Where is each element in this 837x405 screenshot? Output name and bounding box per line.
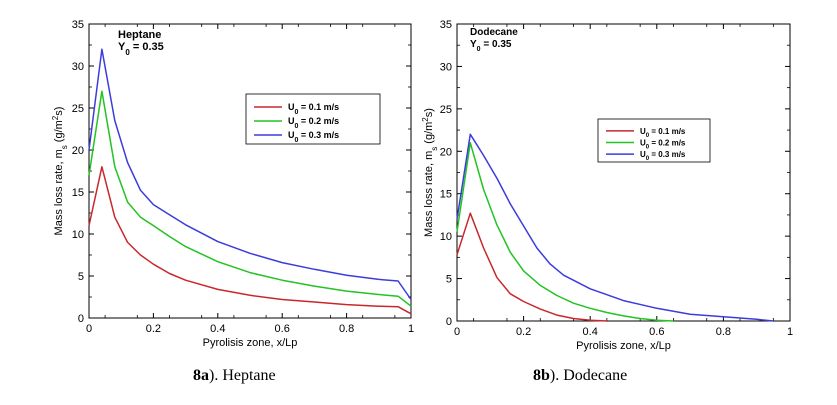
caption-heptane-number: 8a xyxy=(193,367,209,384)
series-line-1 xyxy=(456,212,607,322)
y-tick-label: 20 xyxy=(440,146,452,158)
legend-label-2: U0 = 0.2 m/s xyxy=(288,116,339,130)
caption-dodecane: 8b). Dodecane xyxy=(533,367,627,385)
x-tick-label: 0.8 xyxy=(716,326,731,338)
y-tick-label: 0 xyxy=(446,316,452,328)
x-tick-label: 0 xyxy=(86,323,92,335)
y-tick-label: 5 xyxy=(446,274,452,286)
chart-title: Dodecane xyxy=(470,27,518,38)
legend-label-3: U0 = 0.3 m/s xyxy=(640,150,686,162)
y-tick-label: 25 xyxy=(72,103,84,115)
legend: U0 = 0.1 m/sU0 = 0.2 m/sU0 = 0.3 m/s xyxy=(245,93,381,145)
caption-heptane: 8a). Heptane xyxy=(193,367,276,385)
y-tick-label: 30 xyxy=(440,61,452,73)
plot-frame xyxy=(456,23,791,322)
legend-label-1: U0 = 0.1 m/s xyxy=(288,102,339,116)
caption-heptane-text: ). Heptane xyxy=(209,367,276,384)
y-tick-label: 20 xyxy=(72,145,84,157)
legend-label-2: U0 = 0.2 m/s xyxy=(640,139,686,151)
chart-subtitle: Y0 = 0.35 xyxy=(118,41,164,57)
y-tick-label: 35 xyxy=(440,19,452,31)
plot-frame xyxy=(88,23,412,319)
x-tick-label: 0.6 xyxy=(649,326,664,338)
x-axis-title: Pyrolisis zone, x/Lp xyxy=(576,340,671,352)
y-axis-title: Mass loss rate, ms (g/m2s) xyxy=(51,107,69,236)
y-tick-label: 10 xyxy=(72,229,84,241)
y-axis-title: Mass loss rate, ms (g/m2s) xyxy=(421,108,439,237)
caption-dodecane-text: ). Dodecane xyxy=(549,367,628,384)
series-line-3 xyxy=(456,133,774,322)
series-line-3 xyxy=(88,48,412,300)
x-tick-label: 0.2 xyxy=(146,323,161,335)
legend-label-1: U0 = 0.1 m/s xyxy=(640,127,686,139)
x-tick-label: 1 xyxy=(408,323,414,335)
legend: U0 = 0.1 m/sU0 = 0.2 m/sU0 = 0.3 m/s xyxy=(597,118,711,163)
x-tick-label: 0 xyxy=(454,326,460,338)
x-tick-label: 0.4 xyxy=(583,326,598,338)
y-tick-label: 0 xyxy=(78,313,84,325)
y-tick-label: 5 xyxy=(78,271,84,283)
chart-subtitle: Y0 = 0.35 xyxy=(470,39,512,53)
x-tick-label: 0.4 xyxy=(210,323,225,335)
legend-label-3: U0 = 0.3 m/s xyxy=(288,130,339,144)
y-tick-label: 15 xyxy=(72,187,84,199)
x-tick-label: 0.6 xyxy=(275,323,290,335)
chart-title: Heptane xyxy=(118,29,161,41)
x-tick-label: 1 xyxy=(787,326,793,338)
x-tick-label: 0.8 xyxy=(339,323,354,335)
y-tick-label: 25 xyxy=(440,104,452,116)
series-line-2 xyxy=(456,142,674,322)
caption-dodecane-number: 8b xyxy=(533,367,550,384)
series-line-2 xyxy=(88,90,412,307)
x-tick-label: 0.2 xyxy=(516,326,531,338)
y-tick-label: 30 xyxy=(72,61,84,73)
y-tick-label: 35 xyxy=(72,19,84,31)
series-line-1 xyxy=(88,166,412,315)
y-tick-label: 15 xyxy=(440,189,452,201)
y-tick-label: 10 xyxy=(440,231,452,243)
x-axis-title: Pyrolisis zone, x/Lp xyxy=(203,337,298,349)
